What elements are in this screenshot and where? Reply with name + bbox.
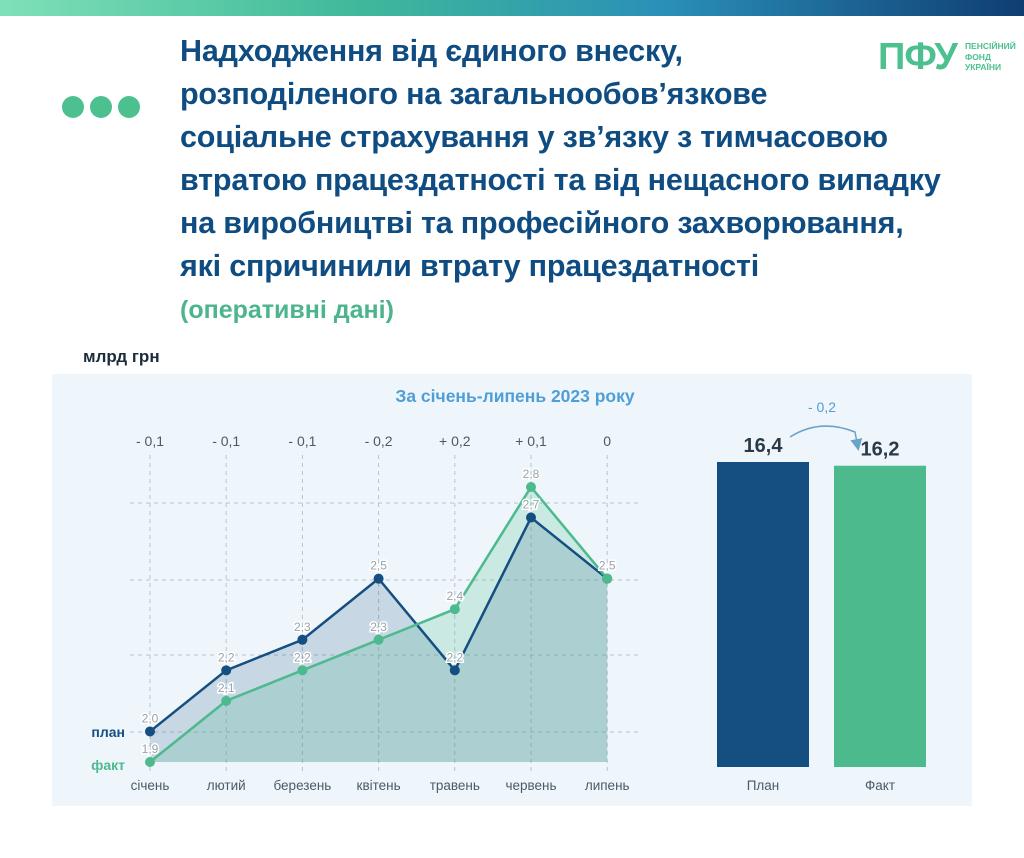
plan-point	[373, 573, 384, 584]
fact-value-label: 2,3	[370, 620, 387, 634]
plan-total-bar	[717, 462, 809, 767]
fact-total-bar	[834, 465, 926, 767]
fact-value-label: 2,1	[218, 681, 235, 695]
page-subtitle: (оперативні дані)	[180, 296, 394, 324]
plan-point	[145, 726, 155, 737]
decorative-dots	[62, 96, 140, 118]
plan-value-label: 2,0	[142, 711, 159, 725]
logo-text-line: ПЕНСІЙНИЙ	[964, 41, 1016, 52]
title-line: Надходження від єдиного внеску,	[180, 34, 683, 68]
chart-panel	[52, 374, 972, 806]
chart-title: За січень-липень 2023 року	[395, 386, 634, 406]
plan-series-label: план	[91, 724, 125, 740]
total-difference-label: - 0,2	[808, 399, 836, 415]
month-label: січень	[131, 778, 170, 793]
bar-category-label: Факт	[865, 778, 895, 793]
fact-point	[221, 695, 232, 706]
difference-label: - 0,1	[136, 433, 164, 449]
month-label: травень	[430, 778, 480, 793]
title-line: на виробництві та професійного захворюва…	[180, 206, 904, 240]
fact-point	[449, 604, 460, 615]
page-title: Надходження від єдиного внеску, розподіл…	[180, 30, 1010, 288]
month-label: липень	[585, 778, 630, 793]
difference-label: - 0,1	[288, 433, 316, 449]
plan-point	[449, 665, 460, 676]
fact-value-label: 2,2	[294, 650, 311, 664]
unit-label: млрд грн	[83, 347, 160, 366]
plan-value-label: 2,7	[523, 498, 540, 512]
difference-label: 0	[603, 433, 611, 449]
dot-icon	[118, 96, 140, 118]
fact-value-label: 2,5	[599, 559, 616, 573]
plan-point	[221, 665, 232, 676]
month-label: лютий	[207, 778, 246, 793]
pfu-logo: ПФУ ПЕНСІЙНИЙ ФОНД УКРАЇНИ	[878, 38, 1016, 76]
fact-point	[373, 634, 384, 645]
logo-mark: ПФУ	[878, 36, 958, 78]
plan-value-label: 2,5	[370, 559, 387, 573]
difference-label: - 0,2	[365, 433, 393, 449]
bar-category-label: План	[747, 778, 780, 793]
plan-value-label: 2,2	[446, 650, 463, 664]
bar-value-label: 16,2	[861, 439, 900, 461]
plan-value-label: 2,5	[599, 559, 616, 573]
month-label: квітень	[357, 778, 401, 793]
fact-point	[602, 573, 613, 584]
month-label: березень	[273, 778, 331, 793]
bar-value-label: 16,4	[744, 435, 784, 457]
fact-value-label: 1,9	[142, 742, 159, 756]
fact-area	[150, 487, 608, 762]
fact-point	[145, 757, 155, 767]
fact-point	[526, 482, 536, 492]
title-line: втратою працездатності та від нещасного …	[180, 163, 941, 197]
logo-text-line: ФОНД	[964, 51, 991, 62]
logo-text: ПЕНСІЙНИЙ ФОНД УКРАЇНИ	[965, 41, 1016, 73]
fact-value-label: 2,8	[523, 467, 540, 481]
dot-icon	[90, 96, 112, 118]
dot-icon	[62, 96, 84, 118]
difference-label: - 0,1	[212, 433, 240, 449]
difference-label: + 0,2	[439, 433, 471, 449]
plan-point	[297, 634, 308, 645]
difference-label: + 0,1	[515, 433, 547, 449]
month-label: червень	[505, 778, 556, 793]
top-gradient-bar	[0, 0, 1024, 16]
difference-arrow	[789, 425, 863, 451]
logo-text-line: УКРАЇНИ	[964, 62, 1002, 73]
fact-value-label: 2,4	[446, 589, 463, 603]
plan-point	[526, 512, 536, 523]
title-line: які спричинили втрату працездатності	[180, 249, 759, 283]
title-line: соціальне страхування у зв’язку з тимчас…	[180, 120, 888, 154]
title-line: розподіленого на загальнообов’язкове	[180, 77, 768, 111]
plan-value-label: 2,2	[218, 650, 235, 664]
plan-value-label: 2,3	[294, 620, 311, 634]
fact-point	[297, 665, 308, 676]
fact-series-label: факт	[91, 757, 125, 773]
